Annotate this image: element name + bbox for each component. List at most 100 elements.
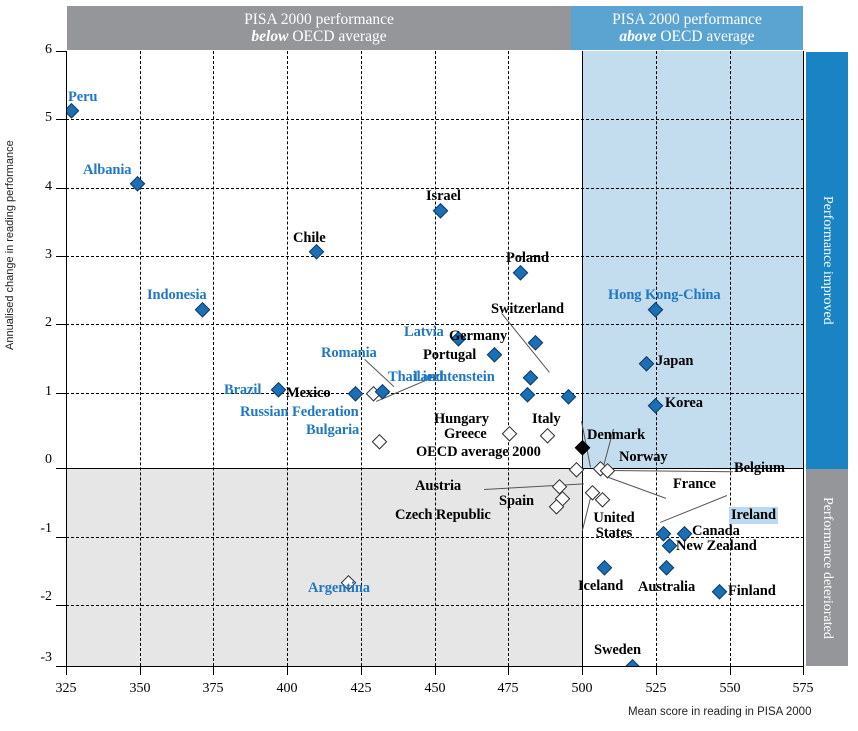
banner-below-oecd-average: PISA 2000 performance below OECD average [67, 6, 571, 50]
y-tick-minus2 [56, 605, 66, 606]
banner-above-line1: PISA 2000 performance [612, 10, 762, 28]
marker-portugal[interactable] [486, 347, 503, 363]
x-tick-450 [435, 666, 436, 675]
y-tick-1 [56, 393, 66, 394]
label-austria: Austria [415, 478, 462, 494]
y-label-minus2: -2 [40, 589, 52, 604]
x-label-375: 375 [202, 681, 224, 696]
label-oecd-average-2000: OECD average 2000 [416, 444, 541, 460]
banner-below-line2: below OECD average [244, 28, 394, 45]
plot-right-border [803, 51, 804, 666]
y-label-5: 5 [45, 110, 52, 125]
marker-switzerland[interactable] [560, 389, 577, 405]
label-chile: Chile [293, 230, 326, 246]
x-label-325: 325 [55, 681, 77, 696]
x-tick-550 [730, 666, 731, 675]
marker-poland[interactable] [512, 265, 529, 281]
plot-area: Peru Albania Israel Chile Poland Hong Ko… [66, 51, 804, 666]
gridline-y-2 [66, 324, 804, 325]
y-tick-6 [56, 51, 66, 52]
x-label-450: 450 [424, 681, 446, 696]
label-canada: Canada [692, 523, 740, 539]
y-tick-5 [56, 119, 66, 120]
y-axis-line [66, 51, 67, 667]
side-banner-deteriorated-label: Performance deteriorated [820, 496, 835, 639]
y-tick-minus3 [56, 666, 66, 667]
label-bulgaria: Bulgaria [306, 422, 360, 438]
label-switzerland: Switzerland [491, 301, 565, 317]
banner-above-line2: above OECD average [612, 28, 762, 45]
marker-australia[interactable] [658, 560, 675, 576]
x-tick-425 [361, 666, 362, 675]
gridline-x-550 [730, 51, 731, 666]
label-denmark: Denmark [587, 427, 646, 443]
marker-albania[interactable] [129, 176, 146, 192]
label-liechtenstein: Liechtenstein [413, 369, 495, 385]
y-axis-title: Annualised change in reading performance [4, 140, 16, 350]
y-label-minus3: -3 [40, 650, 52, 665]
label-ireland: Ireland [729, 507, 778, 524]
label-czech-republic: Czech Republic [395, 507, 491, 523]
label-thailand: Thailand [388, 369, 444, 385]
band-performance-deteriorated [66, 468, 582, 666]
y-tick-0 [56, 468, 66, 469]
y-label-minus1: -1 [40, 521, 52, 536]
label-mexico: Mexico [286, 385, 331, 401]
marker-greece[interactable] [501, 426, 518, 442]
label-germany: Germany [449, 328, 508, 344]
gridline-y-minus1 [66, 537, 804, 538]
label-italy: Italy [532, 411, 561, 427]
marker-hungary[interactable] [519, 387, 536, 403]
gridline-x-475 [508, 51, 509, 666]
x-label-400: 400 [276, 681, 298, 696]
label-spain: Spain [499, 493, 534, 509]
gridline-y-minus2 [66, 605, 804, 606]
y-tick-3 [56, 256, 66, 257]
label-poland: Poland [506, 250, 549, 266]
marker-iceland[interactable] [596, 560, 613, 576]
y-tick-4 [56, 188, 66, 189]
banner-below-line1: PISA 2000 performance [244, 10, 394, 28]
marker-finland[interactable] [711, 584, 728, 600]
y-label-4: 4 [45, 179, 52, 194]
label-indonesia: Indonesia [147, 287, 207, 303]
x-label-475: 475 [497, 681, 519, 696]
banner-below-emphasis: below [251, 28, 289, 45]
label-portugal: Portugal [423, 347, 477, 363]
marker-italy[interactable] [539, 428, 556, 444]
x-label-500: 500 [571, 681, 593, 696]
label-brazil: Brazil [224, 382, 262, 398]
marker-liechtenstein[interactable] [522, 370, 539, 386]
y-label-6: 6 [45, 42, 52, 57]
label-latvia: Latvia [404, 324, 444, 340]
x-label-550: 550 [719, 681, 741, 696]
side-banner-improved-label: Performance improved [820, 196, 835, 325]
banner-above-oecd-average: PISA 2000 performance above OECD average [571, 6, 803, 50]
label-australia: Australia [638, 579, 696, 595]
label-peru: Peru [68, 89, 98, 105]
label-argentina: Argentina [308, 580, 370, 596]
marker-indonesia[interactable] [194, 302, 211, 318]
leader-france [605, 476, 667, 499]
marker-sweden[interactable] [624, 659, 641, 666]
y-tick-minus1 [56, 537, 66, 538]
banner-below-rest: OECD average [288, 28, 387, 45]
gridline-x-450 [435, 51, 436, 666]
label-greece: Greece [444, 426, 487, 442]
x-tick-325 [66, 666, 67, 675]
x-tick-400 [287, 666, 288, 675]
marker-bulgaria[interactable] [371, 434, 388, 450]
banner-above-rest: OECD average [656, 28, 755, 45]
label-albania: Albania [83, 162, 132, 178]
gridline-x-425 [361, 51, 362, 666]
label-united-states: United States [593, 510, 635, 541]
x-label-575: 575 [792, 681, 814, 696]
label-hungary: Hungary [434, 411, 489, 427]
label-japan: Japan [656, 353, 694, 369]
marker-brazil[interactable] [270, 382, 287, 398]
x-tick-575 [803, 666, 804, 675]
x-axis-title: Mean score in reading in PISA 2000 [628, 706, 812, 718]
label-israel: Israel [426, 188, 461, 204]
band-above-oecd-average [582, 51, 804, 468]
